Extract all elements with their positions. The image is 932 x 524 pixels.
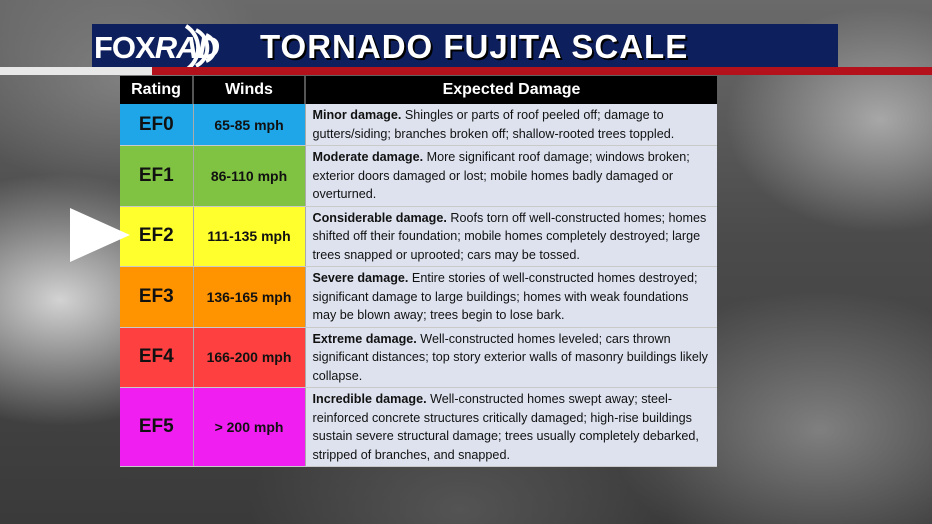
damage-lead: Minor damage. (312, 108, 402, 122)
highlight-arrow-icon (70, 208, 130, 262)
table-header-row: Rating Winds Expected Damage (120, 76, 717, 104)
rating-cell: EF3 (120, 266, 194, 328)
damage-description: Well-constructed homes swept away; steel… (312, 392, 699, 462)
damage-lead: Incredible damage. (312, 392, 427, 406)
damage-description: More significant roof damage; windows br… (312, 150, 690, 201)
header-expected-damage: Expected Damage (305, 76, 717, 104)
damage-cell: Considerable damage. Roofs torn off well… (305, 206, 717, 267)
damage-lead: Extreme damage. (312, 331, 417, 346)
damage-cell: Incredible damage. Well-constructed home… (305, 387, 717, 467)
damage-description: Entire stories of well-constructed homes… (312, 271, 698, 322)
damage-description: Shingles or parts of roof peeled off; da… (312, 108, 675, 141)
header-rating: Rating (120, 76, 194, 104)
winds-cell: 86-110 mph (193, 145, 306, 207)
header-winds: Winds (193, 76, 306, 104)
winds-cell: 111-135 mph (193, 206, 306, 267)
damage-cell: Severe damage. Entire stories of well-co… (305, 266, 717, 328)
damage-cell: Moderate damage. More significant roof d… (305, 145, 717, 207)
rating-cell: EF1 (120, 145, 194, 207)
table-row: EF1 86-110 mph Moderate damage. More signi… (120, 145, 717, 207)
rating-cell: EF2 (120, 206, 194, 267)
fujita-scale-table: Rating Winds Expected Damage EF0 65-85 mp… (120, 76, 717, 467)
table-row: EF5 > 200 mph Incredible damage. Well-cons… (120, 387, 717, 467)
logo-brand: FOX (94, 30, 156, 65)
table-row: EF2 111-135 mph Considerable damage. Roofs… (120, 206, 717, 267)
damage-cell: Extreme damage. Well-constructed homes l… (305, 327, 717, 388)
table-row: EF3 136-165 mph Severe damage. Entire stor… (120, 266, 717, 328)
rating-cell: EF0 (120, 104, 194, 146)
damage-lead: Moderate damage. (312, 150, 424, 164)
rating-cell: EF4 (120, 327, 194, 388)
damage-lead: Severe damage. (312, 271, 409, 285)
damage-description: Roofs torn off well-constructed homes; h… (312, 210, 707, 262)
rating-cell: EF5 (120, 387, 194, 467)
damage-lead: Considerable damage. (312, 210, 447, 225)
table-row: EF4 166-200 mph Extreme damage. Well-const… (120, 327, 717, 388)
winds-cell: 65-85 mph (193, 104, 306, 146)
header-accent-line (0, 67, 932, 75)
winds-cell: 136-165 mph (193, 266, 306, 328)
winds-cell: > 200 mph (193, 387, 306, 467)
damage-description: Well-constructed homes leveled; cars thr… (312, 331, 708, 383)
page-title: TORNADO FUJITA SCALE (260, 28, 689, 65)
damage-cell: Minor damage. Shingles or parts of roof … (305, 104, 717, 146)
radar-rings-icon (184, 24, 217, 72)
winds-cell: 166-200 mph (193, 327, 306, 388)
table-row: EF0 65-85 mph Minor damage. Shingles or pa… (120, 104, 717, 146)
